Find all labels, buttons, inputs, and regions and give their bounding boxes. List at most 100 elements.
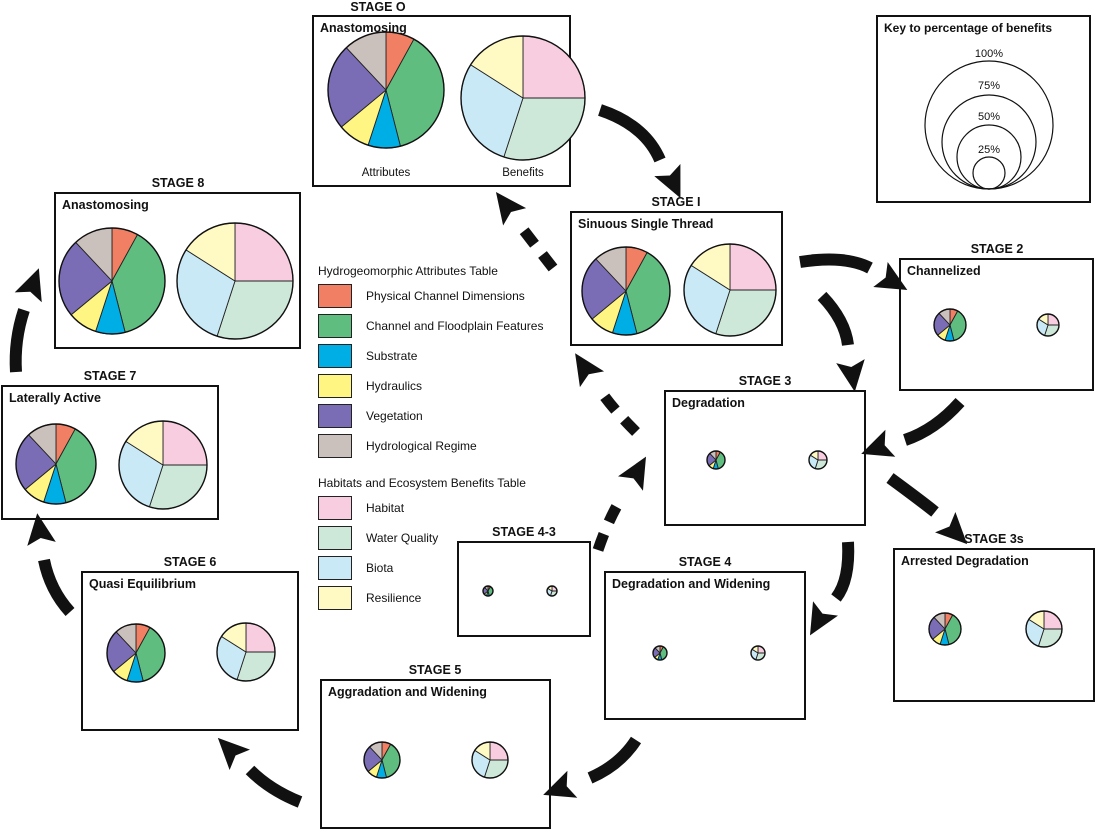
attributes-legend: Hydrogeomorphic Attributes Table Physica… bbox=[318, 264, 578, 464]
arrow-shaft bbox=[831, 541, 855, 602]
benefits-pie bbox=[808, 450, 828, 470]
stage-5-panel: STAGE 5 Aggradation and Widening bbox=[320, 663, 551, 829]
pie-outline bbox=[471, 741, 509, 779]
pie-outline bbox=[706, 450, 726, 470]
stage-4-3-panel: STAGE 4-3 bbox=[457, 525, 591, 637]
key-box bbox=[876, 15, 1091, 203]
arrow-head bbox=[836, 359, 865, 392]
legend-item: Physical Channel Dimensions bbox=[318, 284, 525, 308]
stage-label: STAGE O bbox=[350, 0, 406, 14]
pie-outline bbox=[928, 612, 962, 646]
pie-outline bbox=[106, 623, 166, 683]
legend-swatch bbox=[318, 556, 352, 580]
legend-label: Vegetation bbox=[366, 409, 423, 423]
attributes-pie bbox=[58, 227, 166, 335]
stage-label: STAGE 8 bbox=[152, 176, 205, 190]
arrow-shaft bbox=[592, 492, 628, 552]
arrow-shaft bbox=[902, 397, 965, 446]
benefits-pie bbox=[750, 645, 766, 661]
pie-outline bbox=[933, 308, 967, 342]
legend-item: Hydraulics bbox=[318, 374, 422, 398]
arrow-5-to-6 bbox=[217, 737, 303, 808]
pie-outline bbox=[482, 585, 494, 597]
stage-label: STAGE 4-3 bbox=[492, 525, 556, 539]
arrow-0-to-1 bbox=[598, 104, 681, 199]
attributes-pie bbox=[928, 612, 962, 646]
benefits-pie bbox=[460, 35, 586, 161]
arrow-shaft bbox=[517, 224, 558, 272]
stage-name: Aggradation and Widening bbox=[328, 685, 487, 699]
arrow-1-to-3 bbox=[817, 291, 865, 392]
arrow-shaft bbox=[245, 765, 303, 808]
arrow-head bbox=[861, 429, 896, 457]
legend-item: Habitat bbox=[318, 496, 404, 520]
pie-outline bbox=[15, 423, 97, 505]
arrow-shaft bbox=[799, 253, 873, 274]
arrow-head bbox=[654, 163, 681, 199]
arrow-1-to-0-dashed bbox=[495, 192, 558, 272]
stage-1-panel: STAGE I Sinuous Single Thread bbox=[570, 195, 783, 346]
arrow-shaft bbox=[9, 308, 30, 373]
legend-item: Water Quality bbox=[318, 526, 438, 550]
attributes-legend-title: Hydrogeomorphic Attributes Table bbox=[318, 264, 498, 278]
stage-label: STAGE 3 bbox=[739, 374, 792, 388]
stage-3s-panel: STAGE 3s Arrested Degradation bbox=[893, 532, 1095, 702]
stage-name: Degradation bbox=[672, 396, 745, 410]
legend-item: Resilience bbox=[318, 586, 421, 610]
stage-box bbox=[320, 679, 551, 829]
key-circle bbox=[972, 156, 1006, 190]
arrow-3-to-4 bbox=[810, 541, 855, 636]
arrow-shaft bbox=[38, 558, 75, 617]
key-level-label: 50% bbox=[978, 111, 1000, 123]
attributes-pie bbox=[106, 623, 166, 683]
legend-swatch bbox=[318, 496, 352, 520]
arrow-7-to-8 bbox=[9, 268, 42, 373]
benefits-pie bbox=[1036, 313, 1060, 337]
legend-label: Channel and Floodplain Features bbox=[366, 319, 544, 333]
arrow-shaft bbox=[595, 386, 640, 436]
pie-outline bbox=[460, 35, 586, 161]
attributes-pie bbox=[933, 308, 967, 342]
arrow-4-to-5 bbox=[543, 736, 642, 798]
arrow-shaft bbox=[886, 473, 939, 517]
stage-label: STAGE 4 bbox=[679, 555, 732, 569]
benefits-pie bbox=[216, 622, 276, 682]
attributes-pie bbox=[15, 423, 97, 505]
legend-swatch bbox=[318, 526, 352, 550]
stage-name: Channelized bbox=[907, 264, 981, 278]
legend-swatch bbox=[318, 344, 352, 368]
pie-outline bbox=[363, 741, 401, 779]
benefits-pie bbox=[1025, 610, 1063, 648]
arrow-head bbox=[495, 192, 527, 226]
arrow-2-to-3 bbox=[861, 397, 965, 457]
legend-item: Hydrological Regime bbox=[318, 434, 477, 458]
pie-outline bbox=[808, 450, 828, 470]
pie-outline bbox=[750, 645, 766, 661]
attributes-pie bbox=[581, 246, 671, 336]
arrow-3-to-3s bbox=[886, 473, 968, 545]
legend-swatch bbox=[318, 314, 352, 338]
legend-label: Biota bbox=[366, 561, 394, 575]
stage-box bbox=[893, 548, 1095, 702]
legend-item: Channel and Floodplain Features bbox=[318, 314, 543, 338]
legend-swatch bbox=[318, 586, 352, 610]
attributes-pie bbox=[363, 741, 401, 779]
stage-label: STAGE 5 bbox=[409, 663, 462, 677]
pie-outline bbox=[652, 645, 668, 661]
pie-outline bbox=[1025, 610, 1063, 648]
stage-box bbox=[457, 541, 591, 637]
stage-label: STAGE 7 bbox=[84, 369, 137, 383]
legend-item: Vegetation bbox=[318, 404, 423, 428]
arrow-1-to-2 bbox=[799, 253, 908, 290]
legend-item: Substrate bbox=[318, 344, 417, 368]
key-level-label: 25% bbox=[978, 144, 1000, 156]
attributes-pie bbox=[652, 645, 668, 661]
attributes-caption: Attributes bbox=[362, 167, 411, 179]
legend-item: Biota bbox=[318, 556, 393, 580]
stage-name: Arrested Degradation bbox=[901, 554, 1029, 568]
legend-swatch bbox=[318, 374, 352, 398]
key-title: Key to percentage of benefits bbox=[884, 21, 1052, 35]
legend-swatch bbox=[318, 404, 352, 428]
